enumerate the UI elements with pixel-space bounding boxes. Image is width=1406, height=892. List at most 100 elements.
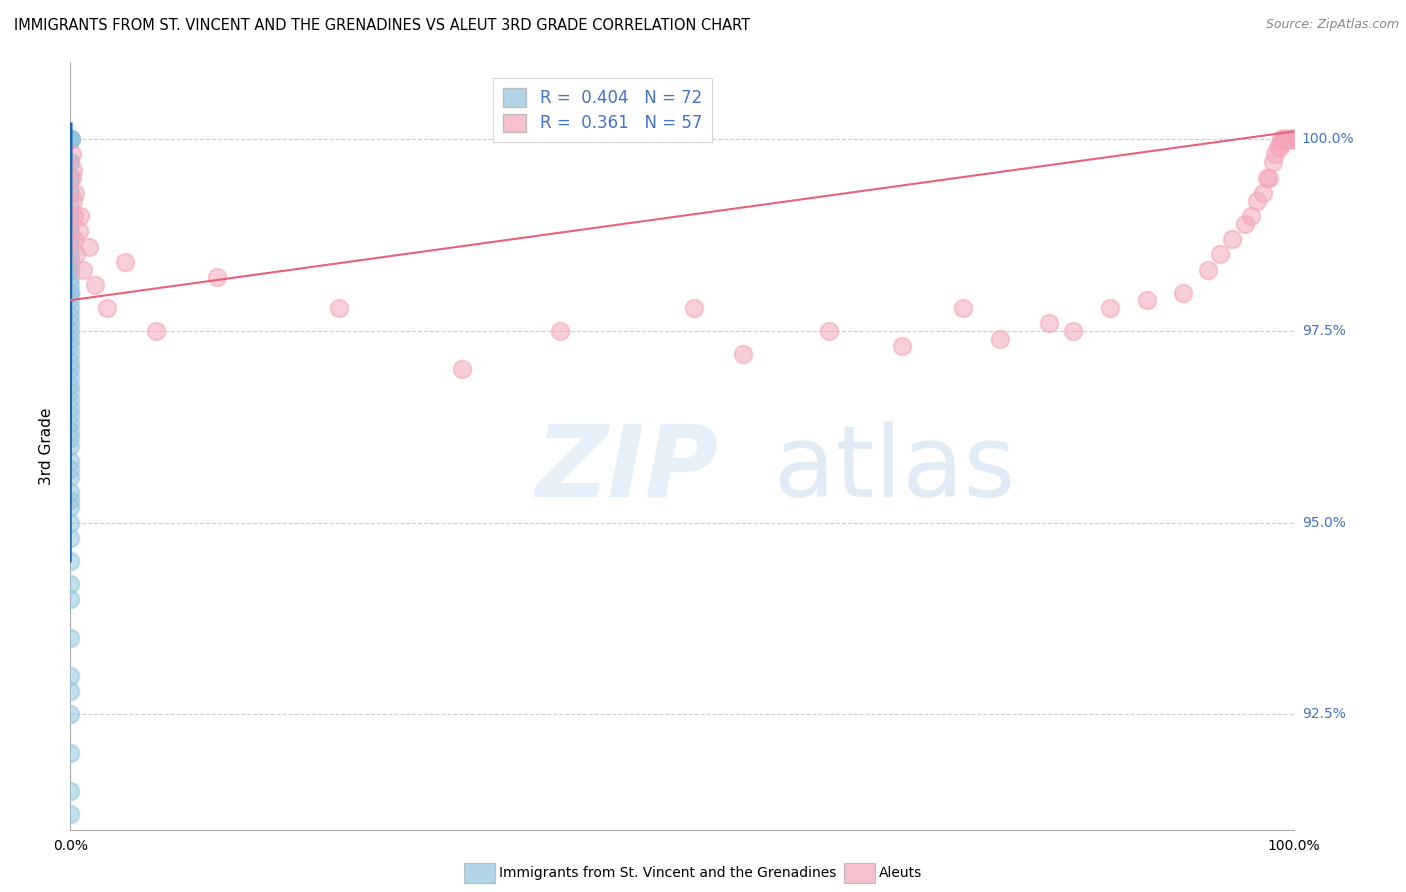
Point <box>733 347 755 361</box>
Point <box>59 170 82 185</box>
Point <box>59 155 82 169</box>
Point <box>1261 155 1284 169</box>
Point <box>450 362 472 376</box>
Point <box>59 239 82 253</box>
Point <box>59 370 82 384</box>
Point <box>59 401 82 415</box>
Point <box>59 409 82 423</box>
Point <box>59 301 82 315</box>
Legend: R =  0.404   N = 72, R =  0.361   N = 57: R = 0.404 N = 72, R = 0.361 N = 57 <box>494 78 711 143</box>
Point <box>1173 285 1195 300</box>
Point <box>59 347 82 361</box>
Point <box>1281 132 1303 146</box>
Point <box>328 301 350 315</box>
Point <box>59 277 82 292</box>
Point <box>1256 170 1278 185</box>
Point <box>1270 132 1292 146</box>
Point <box>59 424 82 438</box>
Point <box>59 186 82 200</box>
Point <box>60 132 83 146</box>
Point <box>59 285 82 300</box>
Text: 97.5%: 97.5% <box>1302 324 1346 338</box>
Point <box>59 170 82 185</box>
Text: Aleuts: Aleuts <box>879 866 922 880</box>
Point <box>59 132 82 146</box>
Point <box>59 132 82 146</box>
Point <box>1268 140 1291 154</box>
Point <box>59 746 82 760</box>
Point <box>59 132 82 146</box>
Point <box>62 162 84 177</box>
Point <box>59 516 82 530</box>
Point <box>59 132 82 146</box>
Point <box>59 232 82 246</box>
Point <box>59 807 82 822</box>
Point <box>1240 209 1263 223</box>
Point <box>59 132 82 146</box>
Point <box>83 277 105 292</box>
Point <box>60 170 83 185</box>
Point <box>1264 147 1286 161</box>
Point <box>1281 132 1303 146</box>
Point <box>145 324 167 338</box>
Point <box>59 316 82 330</box>
Point <box>683 301 706 315</box>
Point <box>1197 262 1219 277</box>
Point <box>60 147 83 161</box>
Point <box>1282 132 1305 146</box>
Point <box>59 362 82 376</box>
Point <box>952 301 974 315</box>
Point <box>59 577 82 591</box>
Text: 100.0%: 100.0% <box>1302 132 1354 146</box>
Point <box>1274 132 1296 146</box>
Point <box>59 132 82 146</box>
Point <box>62 194 84 208</box>
Point <box>59 132 82 146</box>
Point <box>59 209 82 223</box>
Text: atlas: atlas <box>773 420 1015 517</box>
Point <box>59 707 82 722</box>
Point <box>59 500 82 515</box>
Text: Source: ZipAtlas.com: Source: ZipAtlas.com <box>1265 18 1399 31</box>
Point <box>59 492 82 507</box>
Text: 95.0%: 95.0% <box>1302 516 1346 530</box>
Text: 92.5%: 92.5% <box>1302 707 1346 722</box>
Point <box>59 431 82 445</box>
Point <box>1278 132 1301 146</box>
Point <box>59 155 82 169</box>
Point <box>63 186 86 200</box>
Point <box>59 439 82 453</box>
Point <box>59 462 82 476</box>
Point <box>59 554 82 568</box>
Point <box>1209 247 1232 261</box>
Point <box>72 262 94 277</box>
Point <box>59 132 82 146</box>
Point <box>205 270 228 285</box>
Point <box>63 232 86 246</box>
Point <box>891 339 914 353</box>
Point <box>59 485 82 500</box>
Point <box>65 247 87 261</box>
Point <box>1038 316 1060 330</box>
Point <box>67 224 90 238</box>
Point <box>1099 301 1122 315</box>
Point <box>988 332 1011 346</box>
Point <box>59 469 82 483</box>
Point <box>59 416 82 430</box>
Text: IMMIGRANTS FROM ST. VINCENT AND THE GRENADINES VS ALEUT 3RD GRADE CORRELATION CH: IMMIGRANTS FROM ST. VINCENT AND THE GREN… <box>14 18 751 33</box>
Point <box>59 309 82 323</box>
Point <box>59 293 82 308</box>
Point <box>59 631 82 645</box>
Point <box>77 239 100 253</box>
Point <box>1272 132 1295 146</box>
Point <box>59 285 82 300</box>
Point <box>59 454 82 468</box>
Point <box>59 784 82 798</box>
Point <box>59 339 82 353</box>
Point <box>59 132 82 146</box>
Y-axis label: 3rd Grade: 3rd Grade <box>38 408 53 484</box>
Point <box>63 209 86 223</box>
Text: ZIP: ZIP <box>536 420 718 517</box>
Point <box>59 255 82 269</box>
Text: Immigrants from St. Vincent and the Grenadines: Immigrants from St. Vincent and the Gren… <box>499 866 837 880</box>
